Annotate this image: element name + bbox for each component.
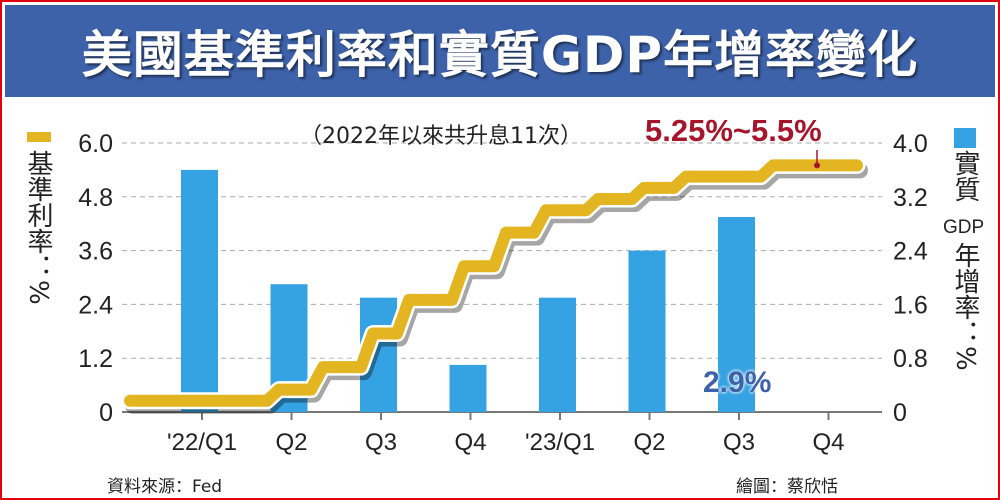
right-tick-label: 4.0 bbox=[893, 130, 928, 158]
x-tick-label: Q2 bbox=[275, 429, 307, 456]
x-tick-label: '22/Q1 bbox=[167, 429, 237, 456]
right-axis-label-bottom: 年增率：% bbox=[950, 242, 980, 371]
x-tick-label: Q3 bbox=[365, 429, 397, 456]
credit-note: 繪圖：蔡欣恬 bbox=[736, 477, 838, 497]
right-legend-swatch bbox=[954, 128, 976, 148]
gdp-bar bbox=[539, 297, 576, 412]
right-tick-label: 0.8 bbox=[893, 345, 928, 373]
left-axis-label: 基準利率：% bbox=[23, 150, 53, 305]
x-tick-label: Q3 bbox=[723, 429, 755, 456]
right-tick-label: 3.2 bbox=[893, 184, 928, 212]
rate-step-line bbox=[124, 159, 863, 407]
gdp-bar bbox=[449, 364, 487, 412]
left-tick-label: 4.8 bbox=[78, 184, 113, 212]
rate-annotation: 5.25%~5.5% bbox=[645, 113, 822, 148]
right-axis-label-top: 實質 bbox=[950, 150, 980, 202]
gdp-bar bbox=[718, 216, 755, 412]
left-tick-label: 1.2 bbox=[78, 345, 113, 373]
x-tick-label: Q4 bbox=[454, 429, 486, 456]
gdp-annotation: 2.9% bbox=[703, 366, 772, 399]
hike-count-note: （2022年以來共升息11次） bbox=[300, 124, 582, 149]
right-tick-label: 1.6 bbox=[893, 291, 928, 319]
right-tick-label: 2.4 bbox=[893, 238, 928, 266]
left-tick-label: 0 bbox=[99, 399, 113, 427]
x-tick-label: '23/Q1 bbox=[525, 429, 595, 456]
gdp-bar bbox=[181, 169, 218, 412]
rate-annotation-dot bbox=[814, 162, 820, 169]
source-note: 資料來源：Fed bbox=[107, 477, 223, 497]
gdp-bar bbox=[628, 250, 666, 412]
right-tick-label: 0 bbox=[893, 399, 907, 427]
x-tick-label: Q4 bbox=[812, 429, 844, 456]
right-axis-label-mid: GDP bbox=[943, 217, 985, 238]
title-banner: 美國基準利率和實質GDP年增率變化 bbox=[5, 5, 995, 97]
left-tick-label: 6.0 bbox=[78, 130, 113, 158]
chart-title: 美國基準利率和實質GDP年增率變化 bbox=[81, 26, 919, 84]
left-tick-label: 2.4 bbox=[78, 291, 113, 319]
left-legend-swatch bbox=[27, 132, 51, 142]
left-tick-label: 3.6 bbox=[78, 238, 113, 266]
x-tick-label: Q2 bbox=[633, 429, 665, 456]
